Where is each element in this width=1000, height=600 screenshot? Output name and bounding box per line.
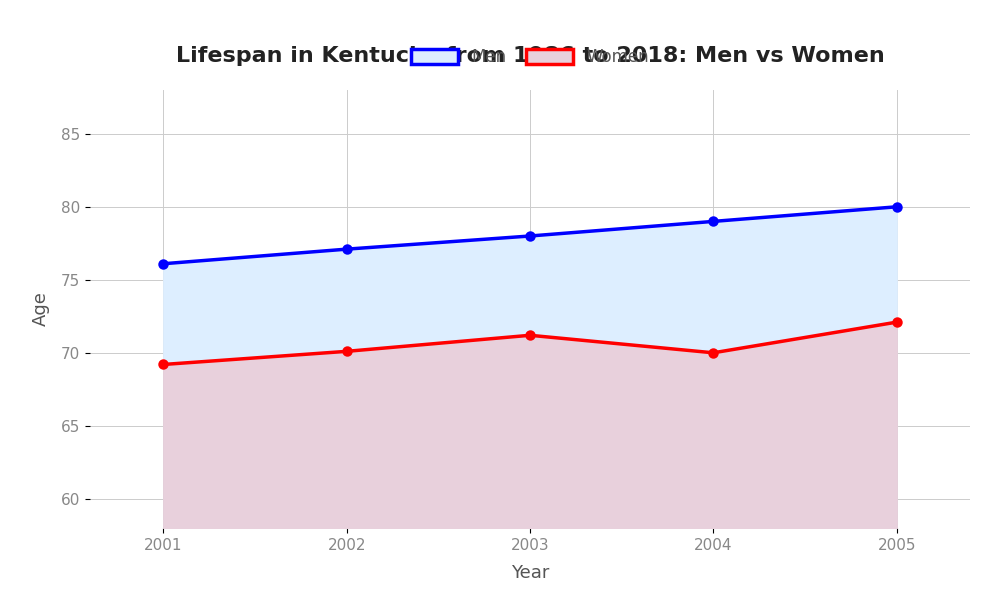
Y-axis label: Age: Age	[32, 292, 50, 326]
X-axis label: Year: Year	[511, 564, 549, 582]
Title: Lifespan in Kentucky from 1986 to 2018: Men vs Women: Lifespan in Kentucky from 1986 to 2018: …	[176, 46, 884, 66]
Legend: Men, Women: Men, Women	[404, 41, 656, 73]
